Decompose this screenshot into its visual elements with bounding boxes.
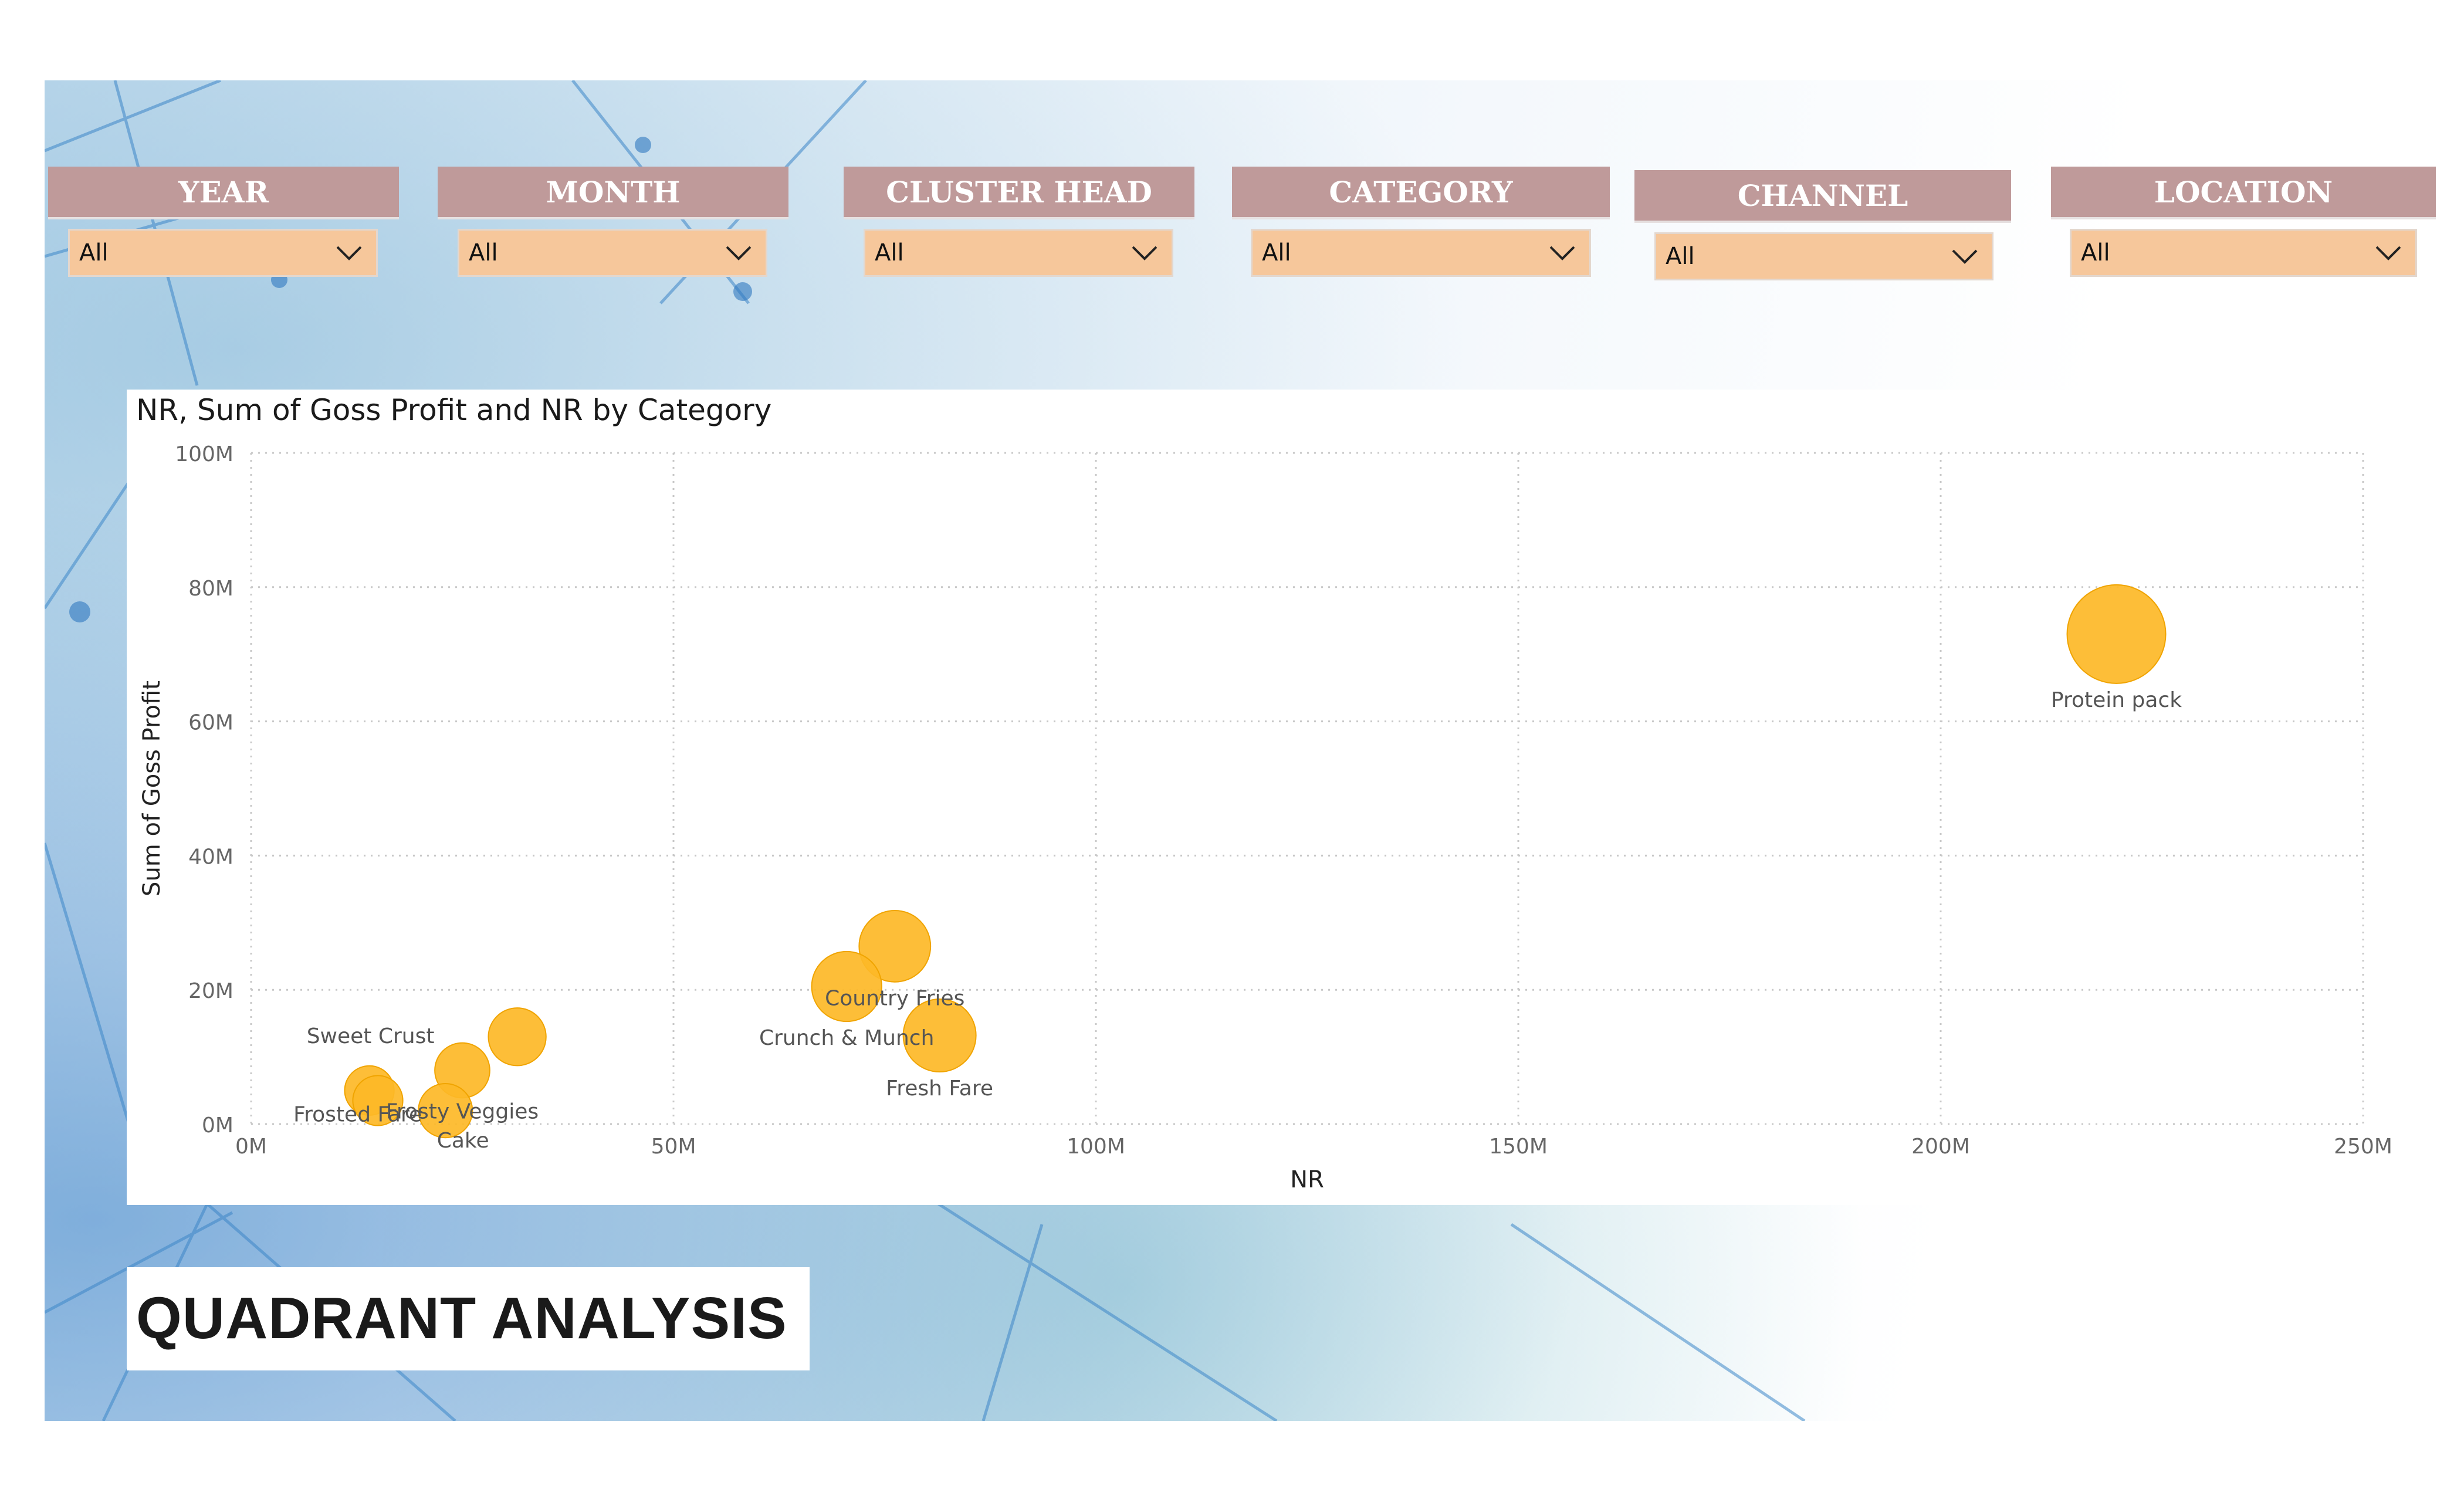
scatter-chart-panel: NR, Sum of Goss Profit and NR by Categor…	[127, 390, 2405, 1205]
y-tick-label: 40M	[188, 845, 233, 869]
filter-year-label: YEAR	[48, 167, 399, 219]
location-dropdown[interactable]: All	[2070, 229, 2417, 277]
category-dropdown-value: All	[1262, 239, 1291, 266]
x-tick-label: 250M	[2334, 1135, 2392, 1159]
chart-title: NR, Sum of Goss Profit and NR by Categor…	[136, 393, 772, 427]
data-point-bubble	[488, 1007, 547, 1067]
year-dropdown[interactable]: All	[68, 229, 378, 277]
filter-category-label: CATEGORY	[1232, 167, 1610, 219]
page-title-box: QUADRANT ANALYSIS	[127, 1267, 810, 1370]
chevron-down-icon	[1952, 249, 1978, 264]
data-point-bubble	[418, 1083, 473, 1139]
data-point-label: Frosty Veggies	[386, 1100, 539, 1124]
filter-cluster-head-label: CLUSTER HEAD	[844, 167, 1194, 219]
data-point-label: Country Fries	[825, 987, 964, 1011]
chevron-down-icon	[1549, 246, 1575, 260]
data-point-bubble	[858, 909, 932, 983]
data-point-label: Cake	[437, 1129, 489, 1153]
x-tick-label: 100M	[1067, 1135, 1125, 1159]
filter-channel-label: CHANNEL	[1634, 170, 2011, 223]
filter-month-label: MONTH	[438, 167, 788, 219]
x-axis-title: NR	[1290, 1166, 1324, 1193]
cluster-head-dropdown[interactable]: All	[864, 229, 1173, 277]
y-tick-label: 60M	[188, 711, 233, 735]
page-title: QUADRANT ANALYSIS	[136, 1285, 787, 1351]
data-point-label: Protein pack	[2051, 688, 2182, 712]
data-point-bubble	[352, 1075, 404, 1126]
data-point-label: Fresh Fare	[886, 1077, 993, 1101]
x-tick-label: 0M	[235, 1135, 267, 1159]
y-tick-label: 100M	[175, 442, 233, 466]
x-tick-label: 150M	[1489, 1135, 1548, 1159]
data-point-bubble	[811, 950, 882, 1023]
channel-dropdown[interactable]: All	[1654, 232, 1993, 280]
location-dropdown-value: All	[2081, 239, 2110, 266]
data-point-bubble	[902, 998, 977, 1073]
y-tick-label: 20M	[188, 979, 233, 1003]
y-tick-label: 0M	[202, 1113, 233, 1138]
filter-location-label: LOCATION	[2051, 167, 2436, 219]
year-dropdown-value: All	[79, 239, 109, 266]
data-point-label: Sweet Crust	[307, 1024, 435, 1048]
channel-dropdown-value: All	[1666, 243, 1695, 270]
chevron-down-icon	[336, 246, 362, 260]
data-point-bubble	[2066, 584, 2167, 684]
chevron-down-icon	[1132, 246, 1157, 260]
chevron-down-icon	[2375, 246, 2401, 260]
y-axis-title: Sum of Goss Profit	[138, 681, 165, 896]
scatter-plot: 0M 20M 40M 60M 80M 100M 0M 50M 100M 150M 200M 250M N…	[138, 442, 2392, 1193]
category-dropdown[interactable]: All	[1251, 229, 1591, 277]
data-point-label: Crunch & Munch	[759, 1026, 934, 1050]
y-tick-label: 80M	[188, 577, 233, 601]
chevron-down-icon	[726, 246, 752, 260]
x-tick-label: 50M	[651, 1135, 696, 1159]
month-dropdown[interactable]: All	[458, 229, 767, 277]
data-point-label: Frosted Fare	[293, 1102, 422, 1126]
cluster-head-dropdown-value: All	[875, 239, 904, 266]
x-tick-label: 200M	[1911, 1135, 1970, 1159]
month-dropdown-value: All	[469, 239, 498, 266]
